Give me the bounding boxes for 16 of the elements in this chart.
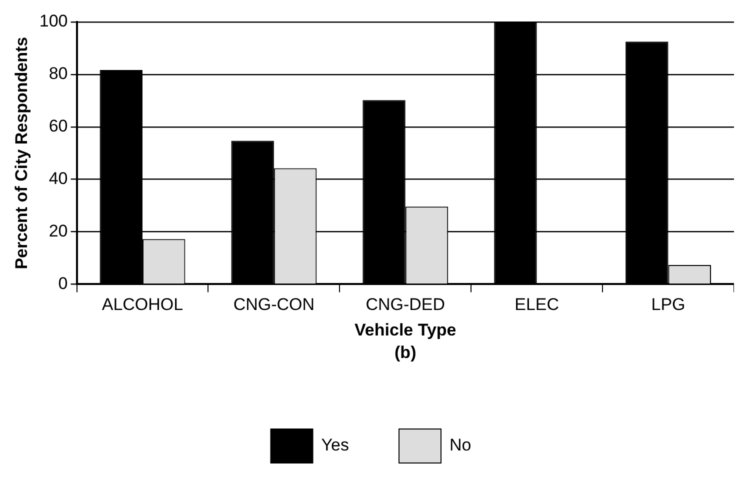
legend-label: No: [450, 436, 472, 455]
y-tick-label: 80: [48, 64, 68, 84]
x-tick-label: ELEC: [514, 295, 560, 314]
x-tick-label: CNG-CON: [233, 295, 315, 314]
y-tick-label: 60: [48, 116, 68, 136]
y-tick-label: 0: [58, 274, 68, 293]
x-tick-label: CNG-DED: [366, 295, 446, 314]
y-tick-label: 20: [48, 221, 68, 240]
x-tick-label: LPG: [651, 295, 686, 314]
y-tick-label: 100: [39, 12, 68, 31]
legend-label: Yes: [321, 436, 349, 455]
x-axis-title: Vehicle Type: [354, 320, 456, 340]
x-tick-label: ALCOHOL: [102, 295, 184, 314]
text: (b): [394, 343, 416, 362]
y-tick-label: 40: [48, 169, 68, 188]
y-axis-title: Percent of City Respondents: [12, 36, 31, 270]
